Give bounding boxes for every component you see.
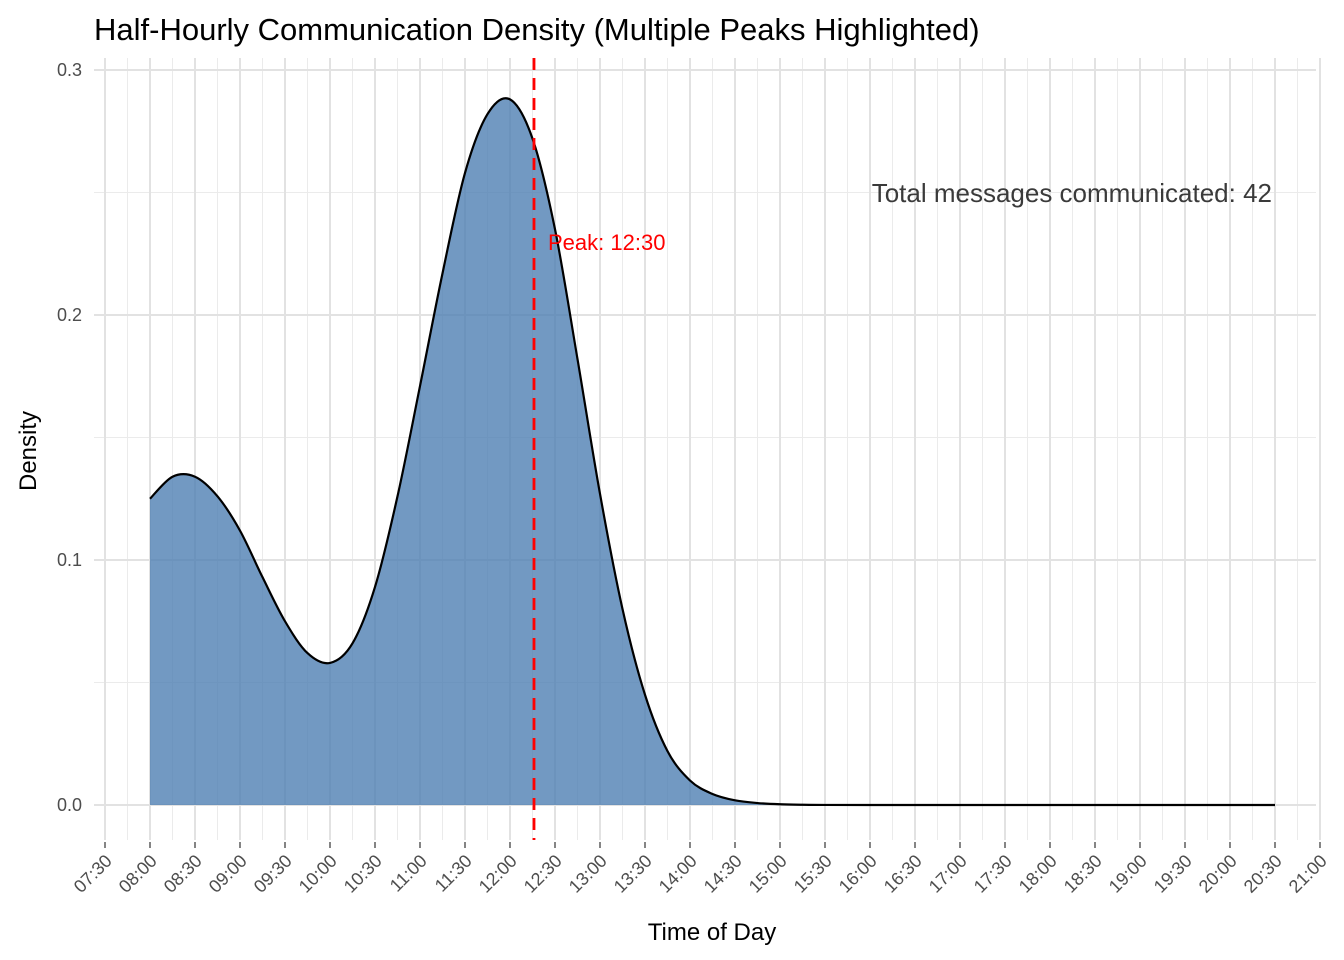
y-tick-label: 0.1 [57, 550, 82, 570]
chart-title: Half-Hourly Communication Density (Multi… [94, 12, 980, 47]
x-tick-label: 21:00 [1285, 851, 1331, 897]
x-tick-label: 12:00 [475, 851, 521, 897]
x-tick-label: 10:30 [340, 851, 386, 897]
x-axis-ticks: 07:30 08:00 08:30 09:00 09:30 10:00 10:30 11:00… [70, 842, 1331, 897]
x-tick-label: 16:00 [835, 851, 881, 897]
x-tick-label: 08:30 [160, 851, 206, 897]
x-tick-label: 19:00 [1105, 851, 1151, 897]
total-messages-annotation: Total messages communicated: 42 [872, 178, 1272, 208]
x-tick-label: 20:00 [1195, 851, 1241, 897]
x-tick-label: 08:00 [115, 851, 161, 897]
x-tick-label: 07:30 [70, 851, 116, 897]
x-axis-title: Time of Day [648, 919, 776, 946]
density-area [150, 98, 1275, 806]
y-tick-label: 0.0 [57, 795, 82, 815]
x-tick-label: 17:00 [925, 851, 971, 897]
y-tick-label: 0.3 [57, 60, 82, 80]
x-tick-label: 15:00 [745, 851, 791, 897]
x-tick-label: 19:30 [1150, 851, 1196, 897]
x-tick-label: 10:00 [295, 851, 341, 897]
x-tick-label: 13:30 [610, 851, 656, 897]
density-line [149, 97, 1275, 807]
x-tick-label: 11:00 [386, 851, 431, 896]
x-tick-label: 18:30 [1060, 851, 1106, 897]
x-tick-label: 16:30 [880, 851, 926, 897]
x-tick-label: 18:00 [1015, 851, 1061, 897]
y-axis-ticks: 0.0 0.1 0.2 0.3 [57, 60, 82, 815]
x-tick-label: 09:00 [205, 851, 251, 897]
peak-label: Peak: 12:30 [548, 230, 665, 255]
x-tick-label: 15:30 [790, 851, 836, 897]
x-tick-label: 11:30 [431, 851, 476, 896]
x-tick-label: 20:30 [1240, 851, 1286, 897]
x-tick-label: 12:30 [520, 851, 566, 897]
x-tick-label: 09:30 [250, 851, 296, 897]
x-tick-label: 14:30 [700, 851, 746, 897]
x-tick-label: 13:00 [565, 851, 611, 897]
x-tick-label: 17:30 [970, 851, 1016, 897]
y-tick-label: 0.2 [57, 305, 82, 325]
x-tick-label: 14:00 [655, 851, 701, 897]
y-axis-title: Density [15, 411, 42, 491]
